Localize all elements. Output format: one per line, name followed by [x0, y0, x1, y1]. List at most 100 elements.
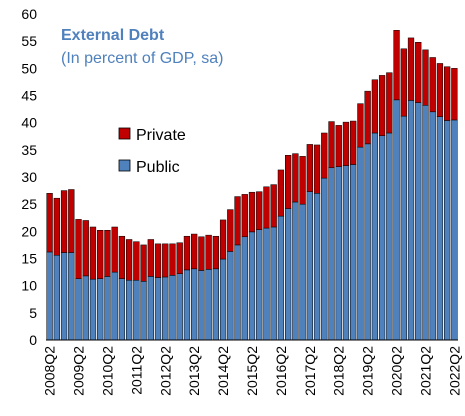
bar-public-2019Q1 — [357, 146, 364, 341]
bar-private-2015Q1 — [241, 194, 248, 238]
bar-public-2013Q4 — [205, 269, 212, 341]
bar-public-2012Q1 — [154, 277, 162, 341]
y-tick-label: 55 — [21, 33, 37, 49]
x-tick-label: 2020Q2 — [389, 346, 405, 396]
bar-private-2014Q2 — [219, 219, 227, 260]
bar-public-2020Q3 — [400, 115, 407, 341]
bar-private-2010Q4 — [118, 235, 126, 279]
bar-private-2014Q3 — [227, 209, 234, 252]
bar-private-2021Q1 — [415, 42, 422, 103]
chart-subtitle: (In percent of GDP, sa) — [61, 50, 223, 67]
bar-public-2016Q4 — [292, 201, 299, 341]
legend-swatch-private — [118, 127, 131, 140]
bar-public-2016Q1 — [270, 226, 277, 341]
bar-public-2013Q1 — [183, 269, 191, 341]
bar-private-2017Q4 — [321, 132, 328, 179]
bar-private-2021Q3 — [429, 57, 436, 113]
bar-public-2021Q4 — [436, 116, 444, 341]
bar-private-2011Q2 — [133, 241, 140, 281]
bar-private-2020Q4 — [407, 37, 415, 101]
bar-private-2015Q4 — [263, 186, 270, 229]
x-tick-labels: 2008Q2 2009Q2 2010Q2 2011Q2 2012Q2 2013Q2 2014… — [42, 346, 463, 396]
legend: Private Public — [118, 127, 186, 176]
bar-private-2016Q3 — [285, 155, 292, 209]
bar-public-2019Q3 — [371, 132, 379, 341]
bar-public-2018Q3 — [342, 165, 350, 341]
bar-private-2008Q2 — [46, 193, 53, 253]
bar-private-2010Q3 — [111, 226, 118, 273]
x-tick-label: 2013Q2 — [186, 346, 202, 396]
bar-public-2012Q3 — [169, 275, 176, 341]
chart-title: External Debt — [61, 27, 165, 44]
bar-public-2021Q1 — [415, 102, 422, 341]
bar-public-2012Q2 — [162, 276, 169, 341]
bar-public-2019Q2 — [364, 143, 371, 341]
legend-swatch-public — [118, 159, 131, 172]
bar-private-2019Q4 — [378, 75, 386, 136]
y-tick-label: 10 — [21, 278, 37, 294]
bar-private-2019Q1 — [357, 103, 364, 148]
bar-private-2013Q2 — [191, 233, 198, 270]
bar-private-2009Q1 — [68, 189, 75, 253]
bar-private-2020Q3 — [400, 48, 407, 117]
bar-public-2022Q1 — [444, 120, 451, 341]
y-tick-labels: 0 5 10 15 20 25 30 35 40 45 50 55 60 — [21, 6, 37, 348]
x-tick-label: 2012Q2 — [157, 346, 173, 396]
bar-private-2012Q4 — [176, 242, 183, 274]
bar-public-2009Q3 — [82, 275, 89, 341]
bar-private-2016Q4 — [292, 153, 299, 203]
bar-public-2015Q4 — [263, 227, 270, 341]
bar-public-2013Q3 — [198, 270, 205, 341]
bar-private-2019Q3 — [371, 79, 379, 134]
x-tick-label: 2018Q2 — [331, 346, 347, 396]
y-tick-label: 45 — [21, 88, 37, 104]
bar-private-2022Q2 — [451, 68, 458, 121]
y-tick-label: 35 — [21, 142, 37, 158]
bar-public-2014Q4 — [234, 244, 241, 341]
x-tick-label: 2016Q2 — [273, 346, 289, 396]
x-tick-label: 2021Q2 — [417, 346, 433, 396]
y-tick-label: 20 — [21, 223, 37, 239]
bar-private-2018Q3 — [342, 121, 350, 166]
bar-public-2008Q4 — [60, 252, 68, 341]
bar-private-2021Q4 — [436, 63, 444, 117]
bar-public-2010Q4 — [118, 278, 126, 341]
bar-public-2015Q2 — [248, 231, 256, 341]
bar-public-2009Q2 — [75, 278, 82, 341]
bar-private-2010Q2 — [104, 230, 111, 277]
bar-private-2015Q2 — [248, 191, 256, 233]
bar-public-2021Q2 — [422, 105, 429, 341]
bar-public-2020Q4 — [407, 100, 415, 341]
bar-public-2009Q1 — [68, 252, 75, 341]
y-tick-label: 40 — [21, 115, 37, 131]
bar-public-2009Q4 — [89, 278, 97, 341]
bar-public-2010Q1 — [97, 278, 104, 341]
bar-public-2008Q3 — [53, 254, 60, 341]
bar-public-2018Q2 — [335, 166, 342, 341]
bar-public-2014Q3 — [227, 251, 234, 341]
bars-layer — [46, 30, 458, 341]
bar-public-2016Q3 — [285, 208, 292, 341]
legend-label-public: Public — [136, 159, 180, 176]
bar-private-2015Q3 — [256, 191, 263, 230]
bar-public-2015Q3 — [256, 229, 263, 341]
bar-private-2009Q4 — [89, 226, 97, 280]
x-tick-label: 2009Q2 — [71, 346, 87, 396]
bar-private-2018Q4 — [350, 120, 357, 165]
bar-private-2012Q3 — [169, 243, 176, 276]
bar-public-2022Q2 — [451, 119, 458, 341]
bar-public-2015Q1 — [241, 236, 248, 341]
bar-private-2019Q2 — [364, 90, 371, 145]
bar-private-2020Q2 — [393, 30, 400, 101]
bar-private-2011Q3 — [140, 244, 147, 282]
bar-public-2012Q4 — [176, 273, 183, 341]
bar-public-2017Q4 — [321, 177, 328, 341]
y-tick-label: 30 — [21, 169, 37, 185]
bar-public-2018Q1 — [328, 167, 335, 341]
bar-private-2020Q1 — [386, 72, 393, 134]
bar-public-2017Q3 — [313, 193, 321, 341]
bar-private-2011Q1 — [125, 239, 133, 281]
bar-public-2021Q3 — [429, 111, 436, 341]
bar-private-2017Q2 — [306, 144, 313, 192]
